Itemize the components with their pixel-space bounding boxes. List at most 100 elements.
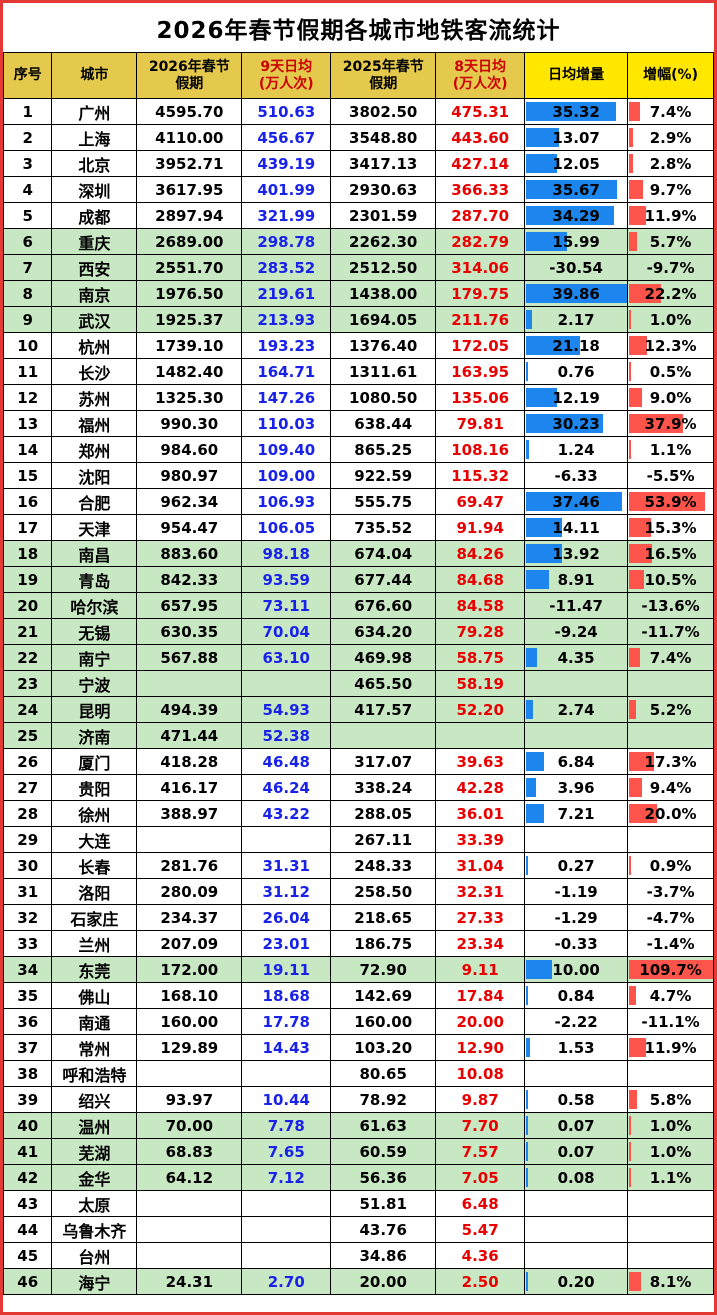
- city-cell: 贵阳: [51, 774, 138, 801]
- growth-cell: -1.4%: [627, 930, 714, 957]
- rank-cell: 26: [3, 748, 53, 775]
- growth-bar: [629, 778, 643, 797]
- city-cell: 沈阳: [51, 462, 138, 489]
- city-cell: 南宁: [51, 644, 138, 671]
- avg9-cell: 7.65: [241, 1138, 332, 1165]
- growth-cell: 9.4%: [627, 774, 714, 801]
- growth-cell: 7.4%: [627, 98, 714, 125]
- table-row: 28 徐州 388.97 43.22 288.05 36.01 7.21 20.…: [3, 800, 714, 827]
- table-row: 34 东莞 172.00 19.11 72.90 9.11 10.00 109.…: [3, 956, 714, 983]
- table-row: 15 沈阳 980.97 109.00 922.59 115.32 -6.33 …: [3, 462, 714, 489]
- value-2025-cell: 1311.61: [330, 358, 437, 385]
- rank-cell: 7: [3, 254, 53, 281]
- avg9-cell: 70.04: [241, 618, 332, 645]
- growth-cell: 11.9%: [627, 202, 714, 229]
- avg8-cell: 179.75: [435, 280, 526, 307]
- delta-cell: 2.17: [524, 306, 629, 333]
- city-cell: 温州: [51, 1112, 138, 1139]
- delta-value: 0.20: [557, 1272, 595, 1291]
- rank-cell: 3: [3, 150, 53, 177]
- delta-bar: [526, 440, 530, 459]
- avg9-cell: 31.12: [241, 878, 332, 905]
- table-row: 10 杭州 1739.10 193.23 1376.40 172.05 21.1…: [3, 332, 714, 359]
- delta-value: 13.07: [552, 128, 600, 147]
- city-cell: 芜湖: [51, 1138, 138, 1165]
- avg8-cell: 69.47: [435, 488, 526, 515]
- value-2025-cell: 258.50: [330, 878, 437, 905]
- value-2025-cell: 72.90: [330, 956, 437, 983]
- growth-cell: 1.0%: [627, 1112, 714, 1139]
- col-header-avg9: 9天日均 (万人次): [241, 52, 332, 99]
- value-2026-cell: 3952.71: [136, 150, 243, 177]
- city-cell: 北京: [51, 150, 138, 177]
- delta-value: 0.84: [557, 986, 595, 1005]
- avg9-cell: 54.93: [241, 696, 332, 723]
- rank-cell: 30: [3, 852, 53, 879]
- avg9-cell: 26.04: [241, 904, 332, 931]
- growth-value: 1.0%: [649, 1116, 692, 1135]
- city-cell: 大连: [51, 826, 138, 853]
- growth-value: 11.9%: [644, 1038, 697, 1057]
- col-header-2025: 2025年春节 假期: [330, 52, 437, 99]
- delta-value: 30.23: [552, 414, 600, 433]
- avg8-cell: 287.70: [435, 202, 526, 229]
- delta-cell: 0.07: [524, 1138, 629, 1165]
- city-cell: 东莞: [51, 956, 138, 983]
- delta-value: 0.07: [557, 1142, 595, 1161]
- value-2025-cell: 2512.50: [330, 254, 437, 281]
- delta-cell: 15.99: [524, 228, 629, 255]
- value-2026-cell: 4110.00: [136, 124, 243, 151]
- growth-bar: [629, 804, 658, 823]
- value-2026-cell: 68.83: [136, 1138, 243, 1165]
- value-2025-cell: 465.50: [330, 670, 437, 697]
- col-header-city-label: 城市: [80, 67, 109, 84]
- delta-cell: 0.84: [524, 982, 629, 1009]
- delta-cell: 1.53: [524, 1034, 629, 1061]
- avg9-cell: 219.61: [241, 280, 332, 307]
- rank-cell: 36: [3, 1008, 53, 1035]
- delta-value: 10.00: [552, 960, 600, 979]
- delta-cell: 0.07: [524, 1112, 629, 1139]
- value-2025-cell: 1694.05: [330, 306, 437, 333]
- rank-cell: 34: [3, 956, 53, 983]
- value-2026-cell: 657.95: [136, 592, 243, 619]
- growth-value: 17.3%: [644, 752, 697, 771]
- growth-value: 9.4%: [649, 778, 692, 797]
- delta-bar: [526, 180, 618, 199]
- delta-bar: [526, 544, 562, 563]
- delta-bar: [526, 362, 529, 381]
- growth-cell: 10.5%: [627, 566, 714, 593]
- avg8-cell: 5.47: [435, 1216, 526, 1243]
- table-row: 19 青岛 842.33 93.59 677.44 84.68 8.91 10.…: [3, 566, 714, 593]
- table-row: 7 西安 2551.70 283.52 2512.50 314.06 -30.5…: [3, 254, 714, 281]
- value-2026-cell: 2689.00: [136, 228, 243, 255]
- city-cell: 台州: [51, 1242, 138, 1269]
- rank-cell: 4: [3, 176, 53, 203]
- delta-cell: 0.27: [524, 852, 629, 879]
- avg8-cell: 7.70: [435, 1112, 526, 1139]
- col-header-2026: 2026年春节 假期: [136, 52, 243, 99]
- growth-value: 7.4%: [649, 102, 692, 121]
- growth-value: 22.2%: [644, 284, 697, 303]
- delta-cell: [524, 1190, 629, 1217]
- growth-value: 2.8%: [649, 154, 692, 173]
- city-cell: 郑州: [51, 436, 138, 463]
- table-row: 18 南昌 883.60 98.18 674.04 84.26 13.92 16…: [3, 540, 714, 567]
- avg9-cell: 98.18: [241, 540, 332, 567]
- growth-cell: 5.7%: [627, 228, 714, 255]
- value-2025-cell: 218.65: [330, 904, 437, 931]
- growth-cell: 1.0%: [627, 306, 714, 333]
- value-2025-cell: 1080.50: [330, 384, 437, 411]
- avg8-cell: 6.48: [435, 1190, 526, 1217]
- growth-value: 37.9%: [644, 414, 697, 433]
- delta-bar: [526, 492, 622, 511]
- growth-bar: [629, 414, 683, 433]
- table-row: 12 苏州 1325.30 147.26 1080.50 135.06 12.1…: [3, 384, 714, 411]
- table-row: 35 佛山 168.10 18.68 142.69 17.84 0.84 4.7…: [3, 982, 714, 1009]
- value-2026-cell: 984.60: [136, 436, 243, 463]
- avg9-cell: [241, 1060, 332, 1087]
- value-2025-cell: 267.11: [330, 826, 437, 853]
- avg8-cell: 58.75: [435, 644, 526, 671]
- value-2025-cell: 338.24: [330, 774, 437, 801]
